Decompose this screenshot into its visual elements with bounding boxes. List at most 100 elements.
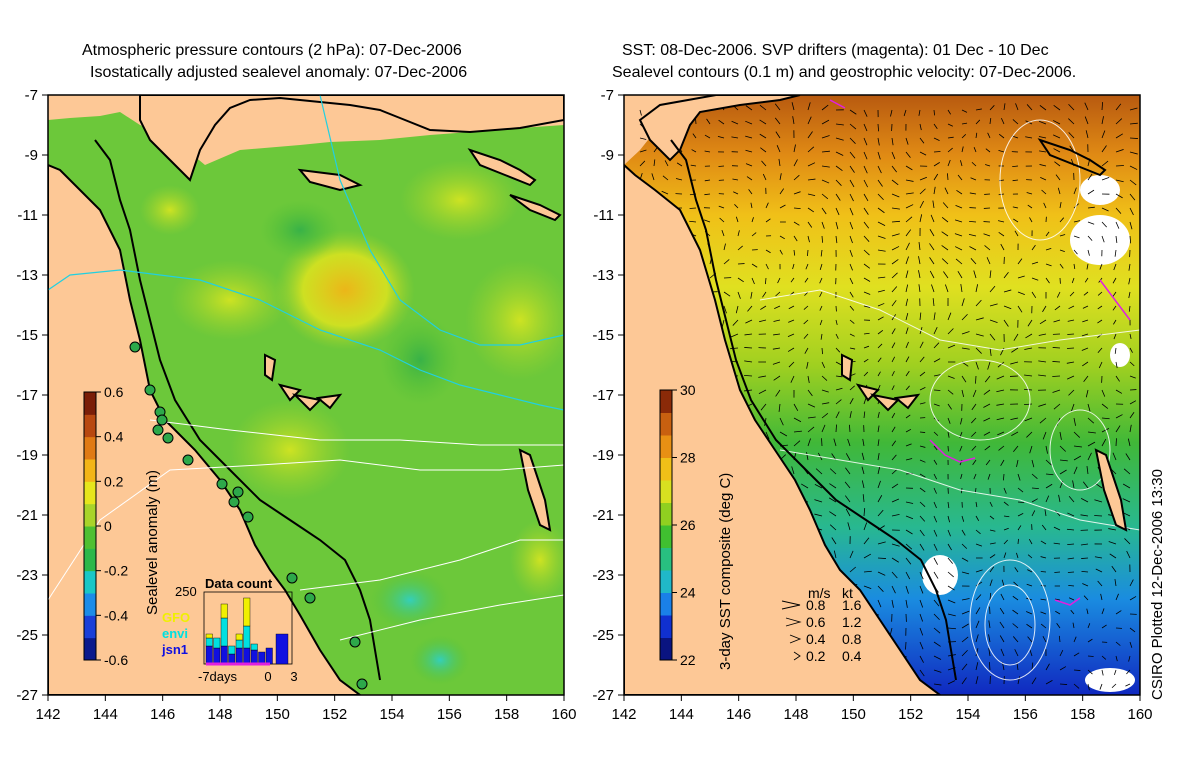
velocity-arrow — [829, 483, 837, 489]
velocity-arrow — [955, 258, 963, 265]
velocity-arrow — [941, 245, 949, 251]
velocity-arrow — [891, 385, 895, 391]
velocity-arrow — [1027, 319, 1033, 327]
left-y-tick-label: -23 — [16, 567, 38, 584]
velocity-arrow — [1053, 526, 1061, 531]
velocity-arrow — [877, 371, 881, 377]
velocity-arrow — [1094, 556, 1103, 559]
velocity-arrow — [961, 109, 968, 113]
velocity-arrow — [961, 331, 970, 335]
velocity-arrow — [821, 193, 829, 200]
velocity-arrow — [1101, 102, 1104, 111]
tide-gauge-marker — [156, 414, 168, 426]
velocity-arrow — [1003, 501, 1009, 506]
velocity-arrow — [1073, 431, 1081, 438]
right-colorbar-segment — [660, 502, 672, 526]
right-x-tick-label: 146 — [726, 706, 751, 723]
velocity-arrow — [793, 235, 798, 242]
right-title-line1: SST: 08-Dec-2006. SVP drifters (magenta)… — [622, 42, 1049, 59]
velocity-arrow — [1067, 543, 1075, 545]
left-colorbar-tick-label: 0.4 — [104, 429, 124, 445]
velocity-arrow — [905, 529, 913, 535]
left-colorbar-segment — [84, 503, 96, 527]
velocity-arrow — [1059, 217, 1065, 223]
velocity-arrow — [1129, 579, 1134, 587]
velocity-arrow — [1072, 480, 1075, 489]
velocity-arrow — [821, 235, 823, 243]
velocity-arrow — [1017, 258, 1023, 265]
velocity-arrow — [734, 204, 739, 209]
left-colorbar-tick-label: 0 — [104, 518, 112, 534]
right-y-tick-label: -17 — [592, 387, 614, 404]
velocity-arrow — [1027, 204, 1033, 209]
velocity-arrow — [1115, 414, 1123, 419]
velocity-arrow — [1128, 655, 1131, 662]
velocity-arrow — [1080, 543, 1089, 546]
velocity-arrow — [877, 452, 880, 461]
velocity-arrow — [985, 164, 991, 167]
velocity-arrow — [968, 233, 977, 237]
velocity-arrow — [947, 328, 954, 335]
velocity-arrow — [821, 221, 825, 229]
velocity-arrow — [941, 217, 949, 223]
inset-bar-segment — [205, 645, 213, 665]
velocity-arrow — [891, 286, 898, 293]
velocity-arrow — [760, 147, 767, 153]
velocity-arrow — [1059, 234, 1066, 237]
velocity-arrow — [821, 424, 826, 433]
velocity-arrow — [835, 387, 843, 391]
velocity-arrow — [905, 137, 909, 145]
pressure-contour-cyan — [48, 269, 564, 411]
velocity-arrow — [996, 375, 1005, 380]
drifter-track — [1054, 597, 1081, 606]
velocity-arrow — [877, 557, 886, 559]
velocity-arrow — [1080, 497, 1089, 503]
velocity-arrow — [807, 178, 816, 181]
velocity-arrow — [744, 333, 753, 336]
left-y-tick-label: -13 — [16, 267, 38, 284]
velocity-arrow — [849, 277, 854, 285]
velocity-arrow — [919, 501, 926, 507]
velocity-arrow — [765, 202, 769, 209]
velocity-arrow — [1059, 666, 1067, 671]
velocity-arrow — [1031, 677, 1037, 685]
velocity-arrow — [805, 263, 809, 270]
left-colorbar-segment — [84, 637, 96, 661]
velocity-arrow — [975, 361, 979, 370]
left-y-tick-label: -7 — [25, 87, 38, 104]
velocity-arrow — [1003, 552, 1007, 559]
velocity-arrow — [1068, 389, 1075, 396]
velocity-arrow — [919, 459, 926, 463]
velocity-arrow — [1113, 319, 1117, 325]
velocity-arrow — [1124, 538, 1131, 545]
velocity-arrow — [773, 333, 781, 336]
right-y-tick-label: -9 — [601, 147, 614, 164]
velocity-arrow — [1083, 291, 1089, 296]
velocity-arrow — [1039, 105, 1047, 111]
velocity-arrow — [905, 414, 911, 419]
velocity-arrow — [891, 468, 898, 475]
velocity-arrow — [661, 190, 669, 195]
velocity-arrow — [1123, 468, 1131, 475]
velocity-arrow — [863, 165, 868, 174]
velocity-arrow — [989, 554, 996, 559]
velocity-arrow — [806, 361, 809, 369]
velocity-arrow — [1073, 249, 1078, 255]
left-colorbar-tick-label: 0.2 — [104, 473, 124, 489]
velocity-arrow — [792, 116, 795, 125]
velocity-arrow — [820, 249, 823, 257]
velocity-arrow — [877, 571, 886, 576]
velocity-arrow — [639, 149, 647, 153]
velocity-arrow — [905, 312, 909, 321]
velocity-arrow — [1012, 179, 1019, 182]
velocity-arrow — [664, 160, 669, 167]
velocity-arrow — [891, 328, 896, 335]
velocity-arrow — [947, 389, 954, 395]
velocity-arrow — [877, 316, 884, 321]
velocity-arrow — [988, 662, 991, 671]
velocity-arrow — [1000, 593, 1005, 601]
velocity-arrow — [1059, 469, 1067, 475]
velocity-arrow — [1073, 466, 1078, 475]
velocity-arrow — [919, 613, 924, 622]
left-y-tick-label: -11 — [17, 207, 38, 224]
